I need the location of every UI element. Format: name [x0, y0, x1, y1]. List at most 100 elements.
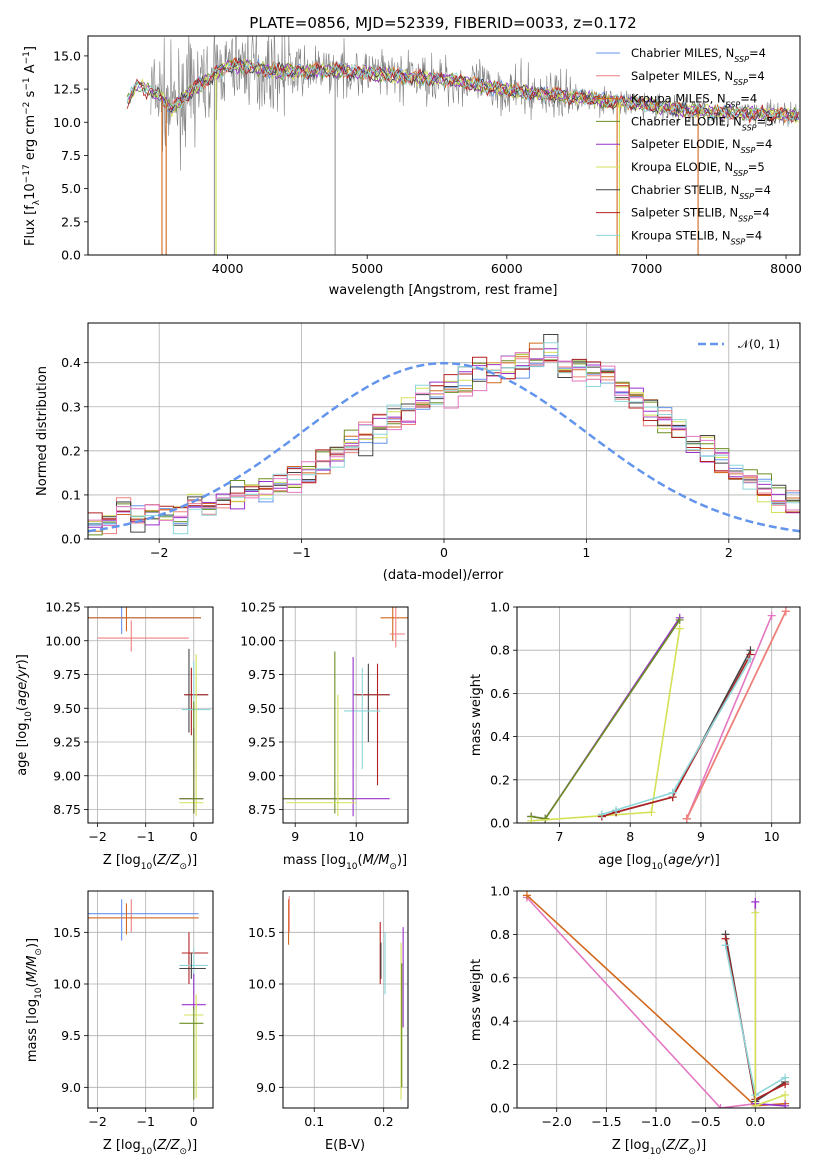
x-axis-label: Z [log10(Z/Z⊙)] — [103, 1138, 197, 1157]
y-tick-label: 0.3 — [61, 399, 81, 414]
y-tick-label: 12.5 — [53, 82, 81, 97]
label-part: age [log — [15, 723, 30, 776]
y-tick-label: 0.0 — [61, 532, 81, 547]
y-tick-label: 9.75 — [248, 667, 276, 682]
mass-weight-line — [531, 628, 681, 822]
legend-subscript: SSP — [726, 100, 741, 109]
x-tick-label: 8000 — [770, 261, 802, 276]
x-tick-label: 10 — [764, 829, 780, 844]
axes-residuals: −2 −1 0 1 2 0.0 0.1 0.2 0.3 0.4 𝒩(0, 1) (data-model… — [35, 322, 801, 583]
legend-subscript: SSP — [733, 169, 748, 178]
legend-tail: =5 — [748, 160, 765, 174]
label-part: 10 — [346, 862, 358, 872]
legend-subscript: SSP — [742, 123, 757, 132]
y-tick-label: 10.5 — [248, 925, 276, 940]
legend-entry: Salpeter MILES, NSSP=4 — [631, 69, 765, 87]
mass-weight-marker — [647, 808, 656, 817]
y-tick-label: 9.50 — [53, 701, 81, 716]
x-axis-label: Z [log10(Z/Z⊙)] — [612, 1138, 706, 1157]
normal-distribution-curve — [88, 361, 800, 533]
mass-weight-line — [601, 658, 752, 816]
legend-subscript: SSP — [734, 55, 749, 64]
x-tick-label: 5000 — [351, 261, 383, 276]
plot-area-age-vs-Z — [88, 607, 211, 817]
legend-tail: =4 — [740, 92, 757, 106]
x-tick-label: −1.0 — [641, 1114, 671, 1129]
plot-area-residuals — [88, 334, 800, 536]
label-part: Z/Z — [156, 1138, 180, 1153]
label-part: ( — [661, 1138, 666, 1153]
residual-histogram — [88, 348, 800, 520]
y-tick-label: 0.4 — [61, 355, 81, 370]
legend-entry: Kroupa MILES, NSSP=4 — [631, 92, 757, 110]
y-tick-label: 9.25 — [248, 735, 276, 750]
y-tick-label: 9.00 — [53, 768, 81, 783]
label-part: ( — [25, 982, 40, 987]
label-part: 10 — [34, 987, 44, 999]
legend-tail: =4 — [748, 69, 765, 83]
label-part: ⊙ — [34, 948, 44, 956]
x-tick-label: −0.5 — [690, 1114, 720, 1129]
mass-weight-marker — [716, 1104, 725, 1108]
legend-subscript: SSP — [741, 146, 756, 155]
axes-frame — [282, 890, 409, 1109]
y-tick-label: 10.0 — [53, 115, 81, 130]
legend-entry: 𝒩(0, 1) — [738, 337, 780, 351]
legend-subscript: SSP — [733, 77, 748, 86]
y-tick-label: 15.0 — [53, 48, 81, 63]
y-tick-label: 7.5 — [61, 148, 81, 163]
label-part: age [log — [598, 853, 651, 868]
legend-text: Kroupa STELIB, N — [631, 228, 731, 242]
x-tick-label: −2 — [88, 829, 106, 844]
x-tick-label: 0.0 — [745, 1114, 765, 1129]
label-part: λ — [32, 199, 42, 205]
y-tick-label: 9.5 — [256, 1028, 276, 1043]
label-part: 10 — [650, 1147, 662, 1157]
x-tick-label: 0.2 — [374, 1114, 394, 1129]
y-tick-label: 9.5 — [61, 1028, 81, 1043]
label-part: ( — [663, 853, 668, 868]
mass-weight-marker — [721, 941, 730, 950]
label-part: age/yr — [15, 663, 30, 706]
legend-entry: Chabrier ELODIE, NSSP=5 — [631, 114, 773, 131]
mass-weight-marker — [751, 1101, 760, 1108]
label-part: )] — [187, 1138, 197, 1153]
y-axis-label: age [log10(age/yr)] — [15, 654, 34, 776]
label-part: −1 — [22, 51, 32, 64]
axes-frame — [282, 606, 409, 824]
mass-weight-marker — [751, 897, 760, 906]
y-tick-label: 0.2 — [490, 772, 510, 787]
y-tick-label: 10.25 — [45, 600, 81, 615]
mass-weight-marker — [541, 814, 550, 823]
y-tick-label: 9.50 — [248, 701, 276, 716]
x-tick-label: −1.5 — [591, 1114, 621, 1129]
residual-histogram — [88, 352, 800, 526]
mass-weight-marker — [522, 891, 531, 900]
legend-text: Kroupa MILES, N — [631, 92, 726, 106]
y-axis-label: mass weight — [469, 674, 484, 756]
x-axis-label: wavelength [Angstrom, rest frame] — [329, 283, 558, 298]
axes-age-vs-Z: −2 −1 0 8.75 9.00 9.25 9.50 9.75 10.00 10.25 Z [lo… — [15, 600, 214, 872]
mass-weight-line — [530, 617, 681, 820]
y-tick-label: 0.0 — [490, 1101, 510, 1116]
y-tick-label: 0.6 — [490, 970, 510, 985]
mass-weight-line — [686, 610, 787, 820]
y-tick-label: 5.0 — [61, 181, 81, 196]
y-tick-label: 10.00 — [240, 633, 276, 648]
legend-entry: Chabrier MILES, NSSP=4 — [631, 46, 766, 64]
y-tick-label: 0.8 — [490, 643, 510, 658]
label-part: )] — [187, 853, 197, 868]
plot-area-mass-vs-EBV — [288, 896, 404, 1100]
x-tick-label: −2 — [150, 545, 168, 560]
y-tick-label: 9.0 — [256, 1080, 276, 1095]
legend-entry: Chabrier STELIB, NSSP=4 — [631, 183, 771, 201]
legend-entry: Kroupa ELODIE, NSSP=5 — [631, 160, 765, 178]
label-part: ⊙ — [179, 1147, 187, 1157]
label-part: ( — [358, 853, 363, 868]
label-part: )] — [397, 853, 407, 868]
axes-massweight-vs-Z: −2.0 −1.5 −1.0 −0.5 0.0 0.0 0.2 0.4 0.6 0.8 1.0 Z [… — [469, 884, 801, 1157]
y-tick-label: 0.4 — [490, 1014, 510, 1029]
label-part: 10 — [23, 183, 38, 200]
y-tick-label: 0.0 — [61, 248, 81, 263]
mass-weight-marker — [527, 816, 536, 823]
